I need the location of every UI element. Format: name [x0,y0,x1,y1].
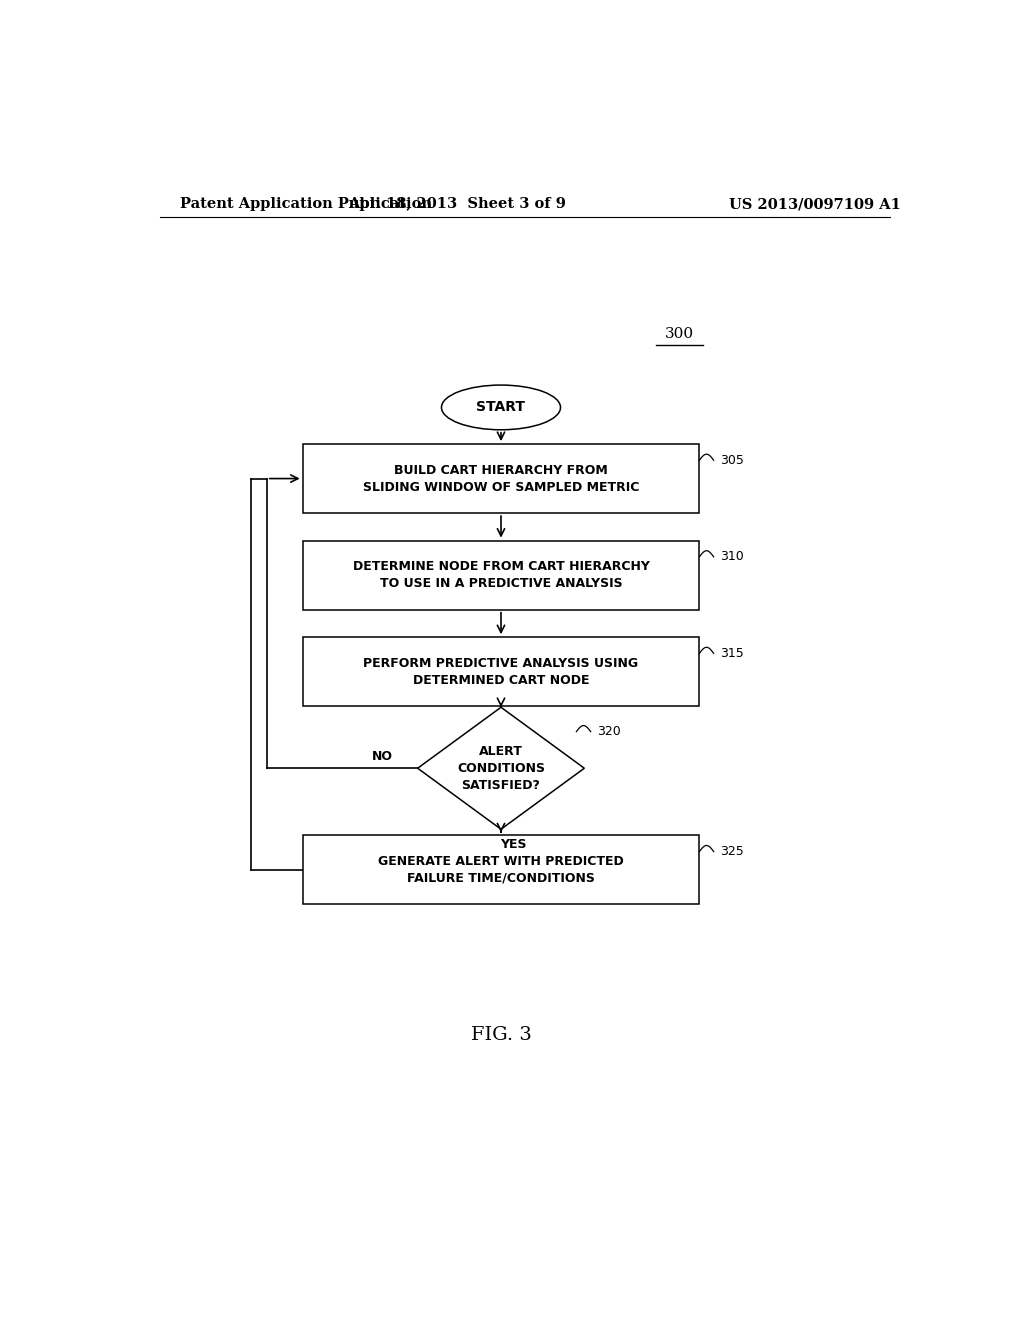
Text: START: START [476,400,525,414]
Text: FIG. 3: FIG. 3 [471,1026,531,1044]
FancyBboxPatch shape [303,836,699,904]
FancyBboxPatch shape [303,541,699,610]
Text: 310: 310 [720,550,743,564]
Text: 305: 305 [720,454,743,467]
Text: 300: 300 [665,327,694,342]
Text: Patent Application Publication: Patent Application Publication [179,197,431,211]
Text: PERFORM PREDICTIVE ANALYSIS USING
DETERMINED CART NODE: PERFORM PREDICTIVE ANALYSIS USING DETERM… [364,656,639,686]
FancyBboxPatch shape [303,638,699,706]
Text: 320: 320 [597,725,621,738]
FancyBboxPatch shape [303,444,699,513]
Text: BUILD CART HIERARCHY FROM
SLIDING WINDOW OF SAMPLED METRIC: BUILD CART HIERARCHY FROM SLIDING WINDOW… [362,463,639,494]
Text: 315: 315 [720,647,743,660]
Text: ALERT
CONDITIONS
SATISFIED?: ALERT CONDITIONS SATISFIED? [457,744,545,792]
Polygon shape [418,708,585,829]
Text: 325: 325 [720,845,743,858]
Ellipse shape [441,385,560,430]
Text: DETERMINE NODE FROM CART HIERARCHY
TO USE IN A PREDICTIVE ANALYSIS: DETERMINE NODE FROM CART HIERARCHY TO US… [352,560,649,590]
Text: YES: YES [500,838,526,851]
Text: NO: NO [372,750,392,763]
Text: GENERATE ALERT WITH PREDICTED
FAILURE TIME/CONDITIONS: GENERATE ALERT WITH PREDICTED FAILURE TI… [378,855,624,884]
Text: US 2013/0097109 A1: US 2013/0097109 A1 [728,197,900,211]
Text: Apr. 18, 2013  Sheet 3 of 9: Apr. 18, 2013 Sheet 3 of 9 [348,197,566,211]
